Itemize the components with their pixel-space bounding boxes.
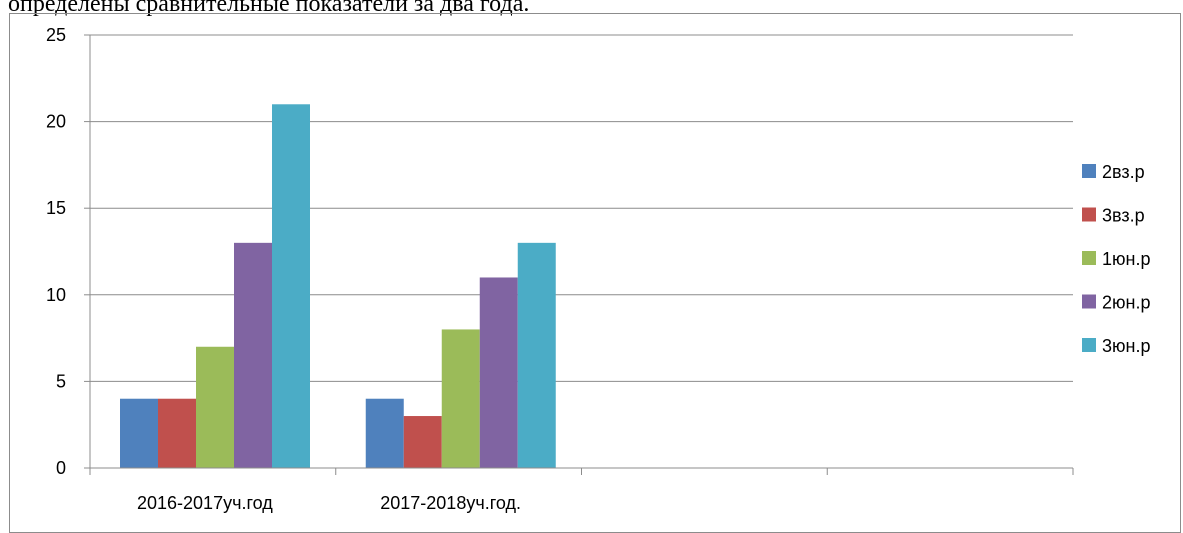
y-tick-label: 25 — [46, 25, 66, 45]
legend-label: 3юн.р — [1102, 336, 1150, 356]
caption-text: определены сравнительные показатели за д… — [8, 0, 530, 17]
legend-swatch-1юн.р — [1082, 251, 1096, 265]
bar-1-1юн.р — [196, 346, 234, 468]
bar-1-3юн.р — [272, 104, 310, 468]
legend-swatch-2юн.р — [1082, 294, 1096, 309]
bar-2-3юн.р — [517, 242, 556, 468]
legend-swatch-3вз.р — [1082, 207, 1096, 222]
bar-2-3вз.р — [403, 416, 442, 468]
legend-label: 2юн.р — [1102, 293, 1150, 313]
bar-2-2вз.р — [365, 398, 404, 468]
legend-label: 3вз.р — [1102, 206, 1145, 226]
x-category-label: 2017-2018уч.год. — [380, 493, 521, 513]
y-tick-label: 0 — [56, 458, 66, 478]
y-tick-label: 5 — [56, 371, 66, 391]
legend-swatch-3юн.р — [1082, 338, 1096, 352]
bar-chart: 0 5 10 15 20 25 2016-2017уч.год 2017-2018уч.год… — [46, 25, 1151, 513]
y-tick-label: 15 — [46, 198, 66, 218]
bar-2-2юн.р — [479, 277, 518, 468]
legend-label: 2вз.р — [1102, 162, 1145, 182]
legend-swatch-2вз.р — [1082, 164, 1096, 178]
bar-1-2вз.р — [120, 398, 158, 468]
bar-2-1юн.р — [441, 329, 480, 468]
x-category-label: 2016-2017уч.год — [137, 493, 273, 513]
y-tick-label: 10 — [46, 285, 66, 305]
y-tick-label: 20 — [46, 112, 66, 132]
bar-1-2юн.р — [234, 242, 272, 468]
legend-label: 1юн.р — [1102, 249, 1150, 269]
bar-1-3вз.р — [158, 398, 196, 468]
